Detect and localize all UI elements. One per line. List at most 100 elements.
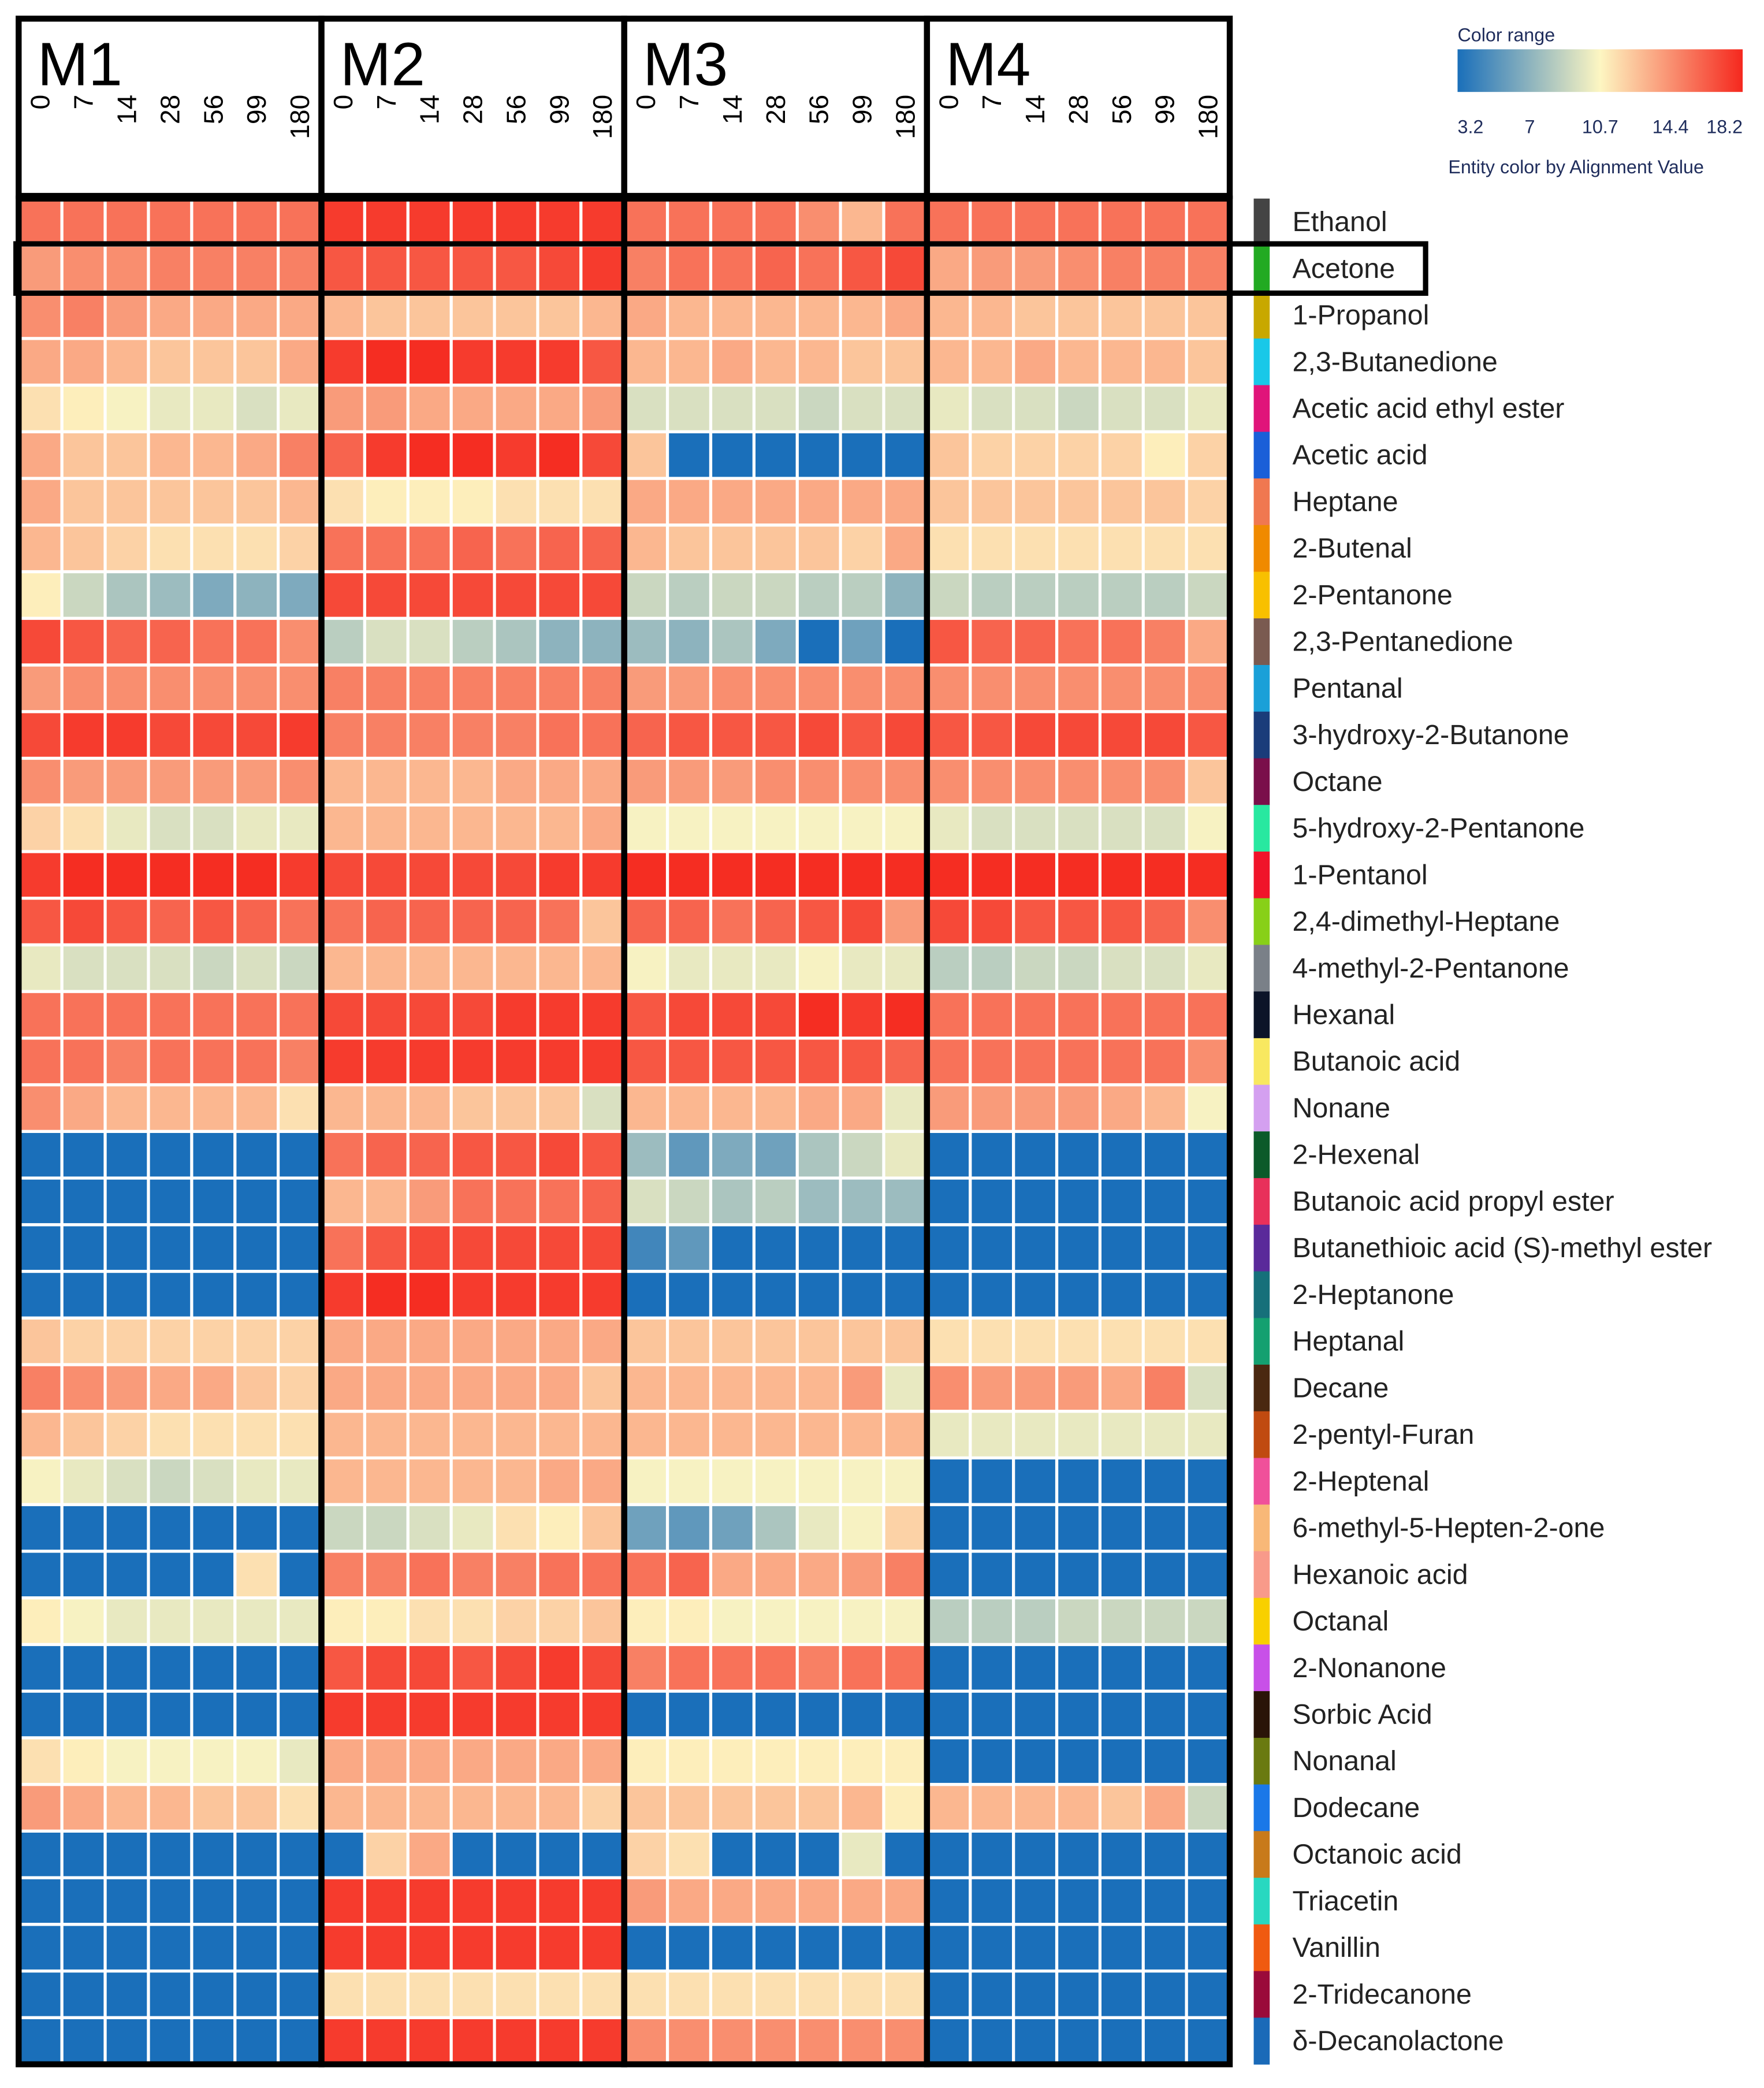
cell-1-pentanol-m3-t7 (669, 853, 709, 897)
cell-4-methyl-2-pentanone-m3-t99 (842, 946, 883, 990)
cell-2-3-pentanedione-m2-t14 (409, 619, 450, 664)
cell-5-hydroxy-2-pentanone-m3-t99 (842, 806, 883, 850)
cell-hexanal-m1-t99 (236, 993, 277, 1037)
cell-butanoic-acid-m2-t28 (452, 1039, 493, 1083)
cell-sorbic-acid-m2-t0 (323, 1692, 363, 1737)
cell-6-methyl-5-hepten-2-one-m3-t14 (712, 1506, 753, 1550)
cell-5-hydroxy-2-pentanone-m2-t7 (366, 806, 407, 850)
cell-octane-m3-t7 (669, 760, 709, 804)
cell-vanillin-m1-t28 (150, 1926, 191, 1970)
cell-octanal-m4-t0 (928, 1599, 969, 1643)
group-title-m2: M2 (340, 31, 425, 99)
compound-label: 2,4-dimethyl-Heptane (1292, 906, 1560, 937)
cell-2-4-dimethyl-heptane-m2-t0 (323, 900, 363, 943)
cell-5-hydroxy-2-pentanone-m4-t0 (928, 806, 969, 850)
compound-label: 2-Butenal (1292, 533, 1412, 564)
cell-2-3-pentanedione-m3-t7 (669, 619, 709, 664)
timepoint-label: 28 (155, 95, 185, 124)
timepoint-label: 180 (587, 95, 617, 139)
cell-6-methyl-5-hepten-2-one-m3-t0 (626, 1506, 666, 1550)
cell-2-heptenal-m2-t7 (366, 1459, 407, 1503)
cell-2-heptanone-m3-t28 (756, 1273, 796, 1317)
cell-triacetin-m4-t14 (1015, 1879, 1055, 1923)
color-bar-3-hydroxy-2-butanone (1253, 711, 1270, 759)
cell-vanillin-m4-t14 (1015, 1926, 1055, 1970)
cell-butanoic-acid-propyl-ester-m2-t28 (452, 1179, 493, 1224)
cell-hexanoic-acid-m3-t14 (712, 1552, 753, 1596)
cell-2-heptanone-m4-t56 (1101, 1273, 1142, 1317)
cell-heptanal-m4-t14 (1015, 1319, 1055, 1363)
cell-heptanal-m1-t28 (150, 1319, 191, 1363)
cell-2-3-butanedione-m2-t0 (323, 340, 363, 384)
cell-octane-m4-t180 (1188, 760, 1229, 804)
cell--decanolactone-m1-t28 (150, 2019, 191, 2063)
cell--decanolactone-m4-t28 (1058, 2019, 1099, 2063)
color-bar-dodecane (1253, 1784, 1270, 1831)
color-bar-2-heptanone (1253, 1271, 1270, 1318)
cell-acetone-m3-t0 (626, 247, 666, 291)
cell-2-4-dimethyl-heptane-m4-t99 (1144, 900, 1185, 943)
cell-nonane-m2-t180 (582, 1086, 623, 1130)
timepoint-label: 14 (1020, 95, 1050, 124)
cell-5-hydroxy-2-pentanone-m2-t56 (496, 806, 537, 850)
cell-heptanal-m4-t28 (1058, 1319, 1099, 1363)
compound-color-bars (1253, 198, 1270, 2065)
cell-octanal-m4-t180 (1188, 1599, 1229, 1643)
cell-dodecane-m3-t180 (885, 1786, 926, 1830)
cell-nonanal-m1-t56 (193, 1739, 234, 1783)
cell-2-nonanone-m4-t56 (1101, 1646, 1142, 1690)
cell-hexanoic-acid-m1-t56 (193, 1552, 234, 1596)
cell-octanal-m1-t180 (280, 1599, 320, 1643)
color-bar-octane (1253, 758, 1270, 805)
cell-decane-m2-t14 (409, 1366, 450, 1410)
cell-decane-m1-t56 (193, 1366, 234, 1410)
cell-triacetin-m3-t180 (885, 1879, 926, 1923)
timepoint-label: 99 (544, 95, 574, 124)
cell-1-propanol-m1-t180 (280, 293, 320, 337)
cell-1-pentanol-m3-t99 (842, 853, 883, 897)
cell-2-pentanone-m1-t28 (150, 573, 191, 617)
compound-label: 2-Tridecanone (1292, 1979, 1471, 2010)
cell-acetic-acid-m3-t56 (798, 433, 839, 477)
cell-2-pentanone-m4-t7 (972, 573, 1012, 617)
cell-heptanal-m4-t7 (972, 1319, 1012, 1363)
cell-2-tridecanone-m4-t56 (1101, 1972, 1142, 2016)
cell-1-pentanol-m3-t28 (756, 853, 796, 897)
cell--decanolactone-m4-t0 (928, 2019, 969, 2063)
cell-ethanol-m2-t180 (582, 200, 623, 244)
cell-butanoic-acid-m3-t56 (798, 1039, 839, 1083)
cell-ethanol-m4-t99 (1144, 200, 1185, 244)
cell-hexanal-m2-t99 (539, 993, 580, 1037)
cell-nonanal-m1-t14 (106, 1739, 147, 1783)
cell-octanal-m4-t99 (1144, 1599, 1185, 1643)
cell-octanal-m2-t28 (452, 1599, 493, 1643)
cell-2-hexenal-m2-t99 (539, 1133, 580, 1177)
cell-2-pentanone-m2-t7 (366, 573, 407, 617)
cell-decane-m4-t0 (928, 1366, 969, 1410)
cell-2-hexenal-m3-t7 (669, 1133, 709, 1177)
cell-hexanoic-acid-m3-t7 (669, 1552, 709, 1596)
cell-butanoic-acid-m1-t14 (106, 1039, 147, 1083)
cell--decanolactone-m2-t28 (452, 2019, 493, 2063)
cell-acetone-m4-t56 (1101, 247, 1142, 291)
cell-2-4-dimethyl-heptane-m3-t180 (885, 900, 926, 943)
cell-2-pentanone-m3-t7 (669, 573, 709, 617)
cell-sorbic-acid-m1-t99 (236, 1692, 277, 1737)
cell-2-pentanone-m1-t99 (236, 573, 277, 617)
cell-octane-m1-t28 (150, 760, 191, 804)
group-title-m4: M4 (946, 31, 1030, 99)
cell-1-propanol-m3-t0 (626, 293, 666, 337)
cell-decane-m2-t0 (323, 1366, 363, 1410)
cell-2-heptanone-m1-t7 (63, 1273, 104, 1317)
compound-label: 1-Pentanol (1292, 859, 1427, 890)
cell-2-pentyl-furan-m4-t14 (1015, 1413, 1055, 1457)
cell-2-pentanone-m1-t180 (280, 573, 320, 617)
cell-hexanal-m3-t7 (669, 993, 709, 1037)
cell-acetic-acid-m2-t28 (452, 433, 493, 477)
cell-hexanal-m4-t28 (1058, 993, 1099, 1037)
cell-butanoic-acid-propyl-ester-m3-t7 (669, 1179, 709, 1224)
cell-octane-m3-t28 (756, 760, 796, 804)
cell-2-butenal-m1-t180 (280, 526, 320, 570)
compound-label: Octanoic acid (1292, 1839, 1461, 1870)
cell-acetic-acid-ethyl-ester-m2-t14 (409, 387, 450, 430)
